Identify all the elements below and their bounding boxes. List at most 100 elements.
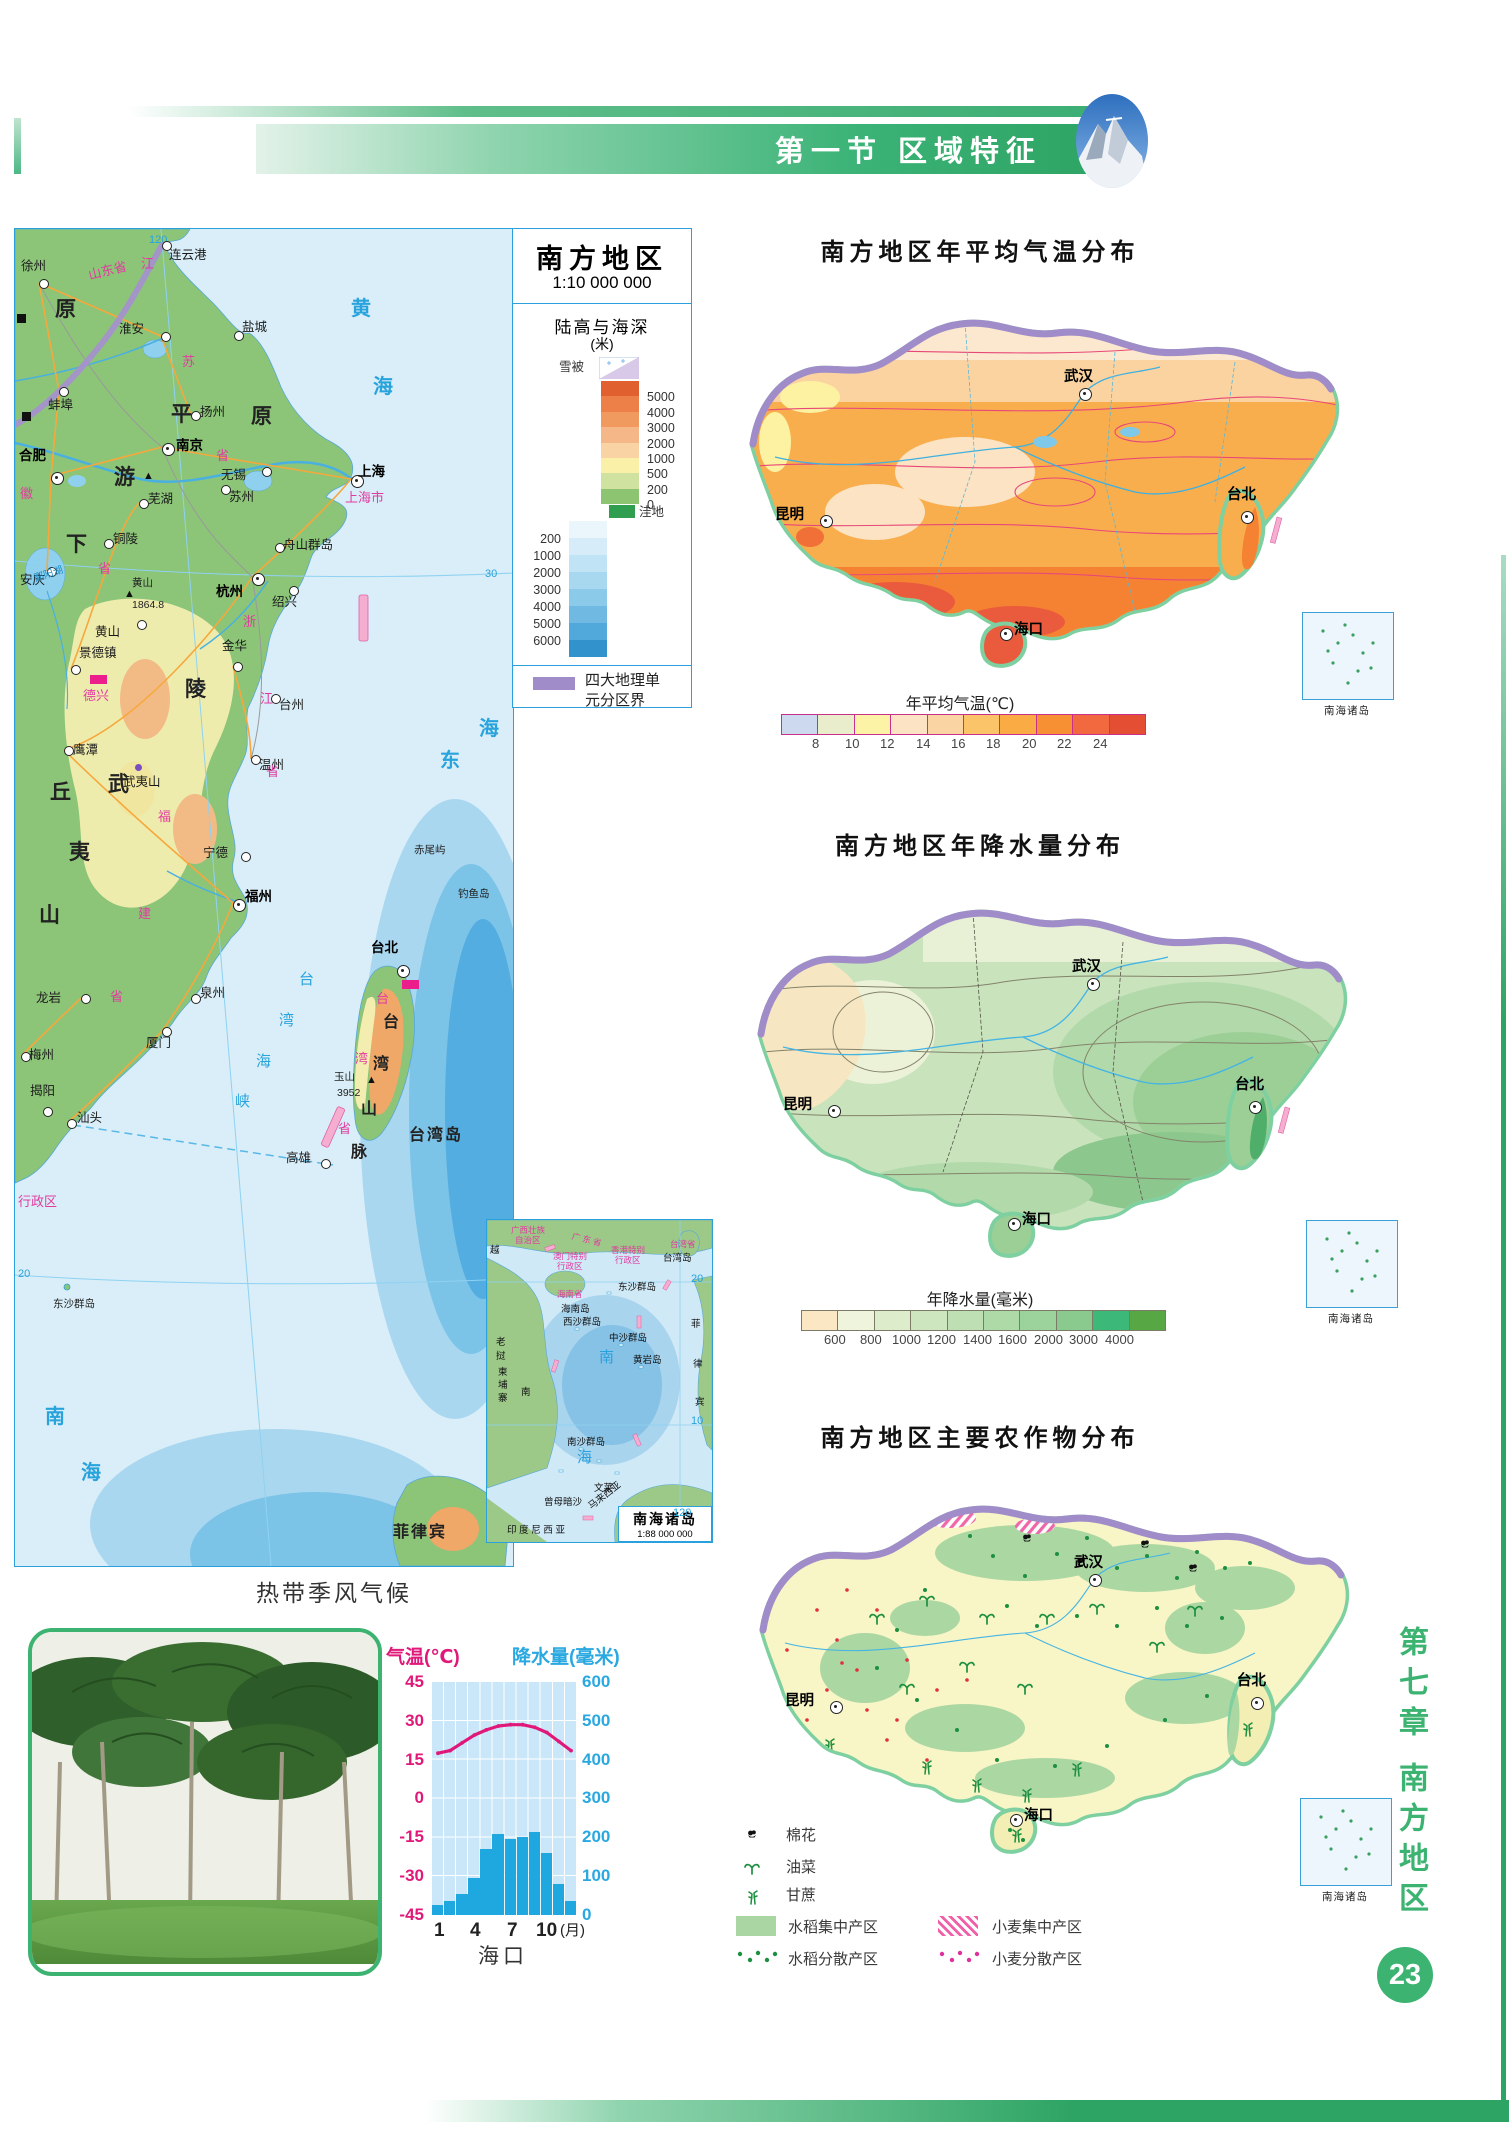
- map-label: 300: [582, 1788, 611, 1807]
- map-label: 赤尾屿: [414, 844, 446, 856]
- map-label: 600: [582, 1672, 611, 1691]
- wuhan-marker: [1087, 978, 1100, 991]
- map-label: 2000: [533, 566, 561, 580]
- topographic-map: 南海诸岛 1:88 000 000 越广西壮族 自治区广 东 省澳门特别 行政区 香港…: [8, 228, 713, 1619]
- map-label: 45: [405, 1672, 424, 1691]
- legend-swatch: [569, 538, 607, 555]
- legend-swatch: [873, 1310, 912, 1331]
- palm-trees-photo: [28, 1628, 382, 1976]
- bengbu-marker: [59, 387, 69, 397]
- map-label: 绍兴: [272, 595, 298, 609]
- map-label: 江: [141, 256, 155, 271]
- province-boundaries: [934, 323, 1236, 613]
- page-corner-mark: [14, 118, 21, 174]
- map-label: 海南省: [557, 1289, 583, 1299]
- taipei-marker: [397, 965, 410, 978]
- map-label: 500: [647, 467, 668, 481]
- map-label: 3000: [533, 583, 561, 597]
- map-marker: [22, 412, 31, 421]
- map-label: 黄山: [95, 625, 121, 639]
- map-label: 台湾岛: [409, 1127, 464, 1144]
- map-label: 海口: [478, 1945, 528, 1968]
- map-label: 南: [599, 1349, 615, 1366]
- precip-bar-month-10: [540, 1852, 553, 1915]
- map-label: 蚌埠: [48, 398, 74, 412]
- kunming-marker: [820, 515, 833, 528]
- xiamen-marker: [162, 1027, 172, 1037]
- map-label: 18: [986, 736, 1001, 751]
- map-label: 山: [361, 1101, 380, 1118]
- map-label: 越: [490, 1245, 500, 1256]
- map-label: 德兴: [83, 688, 110, 703]
- crop-legend-icons: [744, 1830, 760, 1905]
- map-label: 铜陵: [113, 532, 139, 546]
- map-label: 海: [577, 1449, 593, 1466]
- precip-legend: 年降水量(毫米) 600 800 1000 1200 1400 1600 2000 3000 4…: [788, 1286, 1172, 1348]
- precip-bar-month-5: [480, 1849, 492, 1915]
- wheat-concentrated-swatch: [938, 1916, 978, 1936]
- hefei-marker: [51, 472, 64, 485]
- legend-swatch: [1055, 1310, 1094, 1331]
- map-label: 东: [440, 750, 460, 772]
- map-label: 钓鱼岛: [458, 888, 490, 900]
- snow-swatch: [599, 357, 639, 379]
- map-label: 3000: [1069, 1332, 1098, 1347]
- map-label: 200: [647, 483, 668, 497]
- left-map-scale: 1:10 000 000: [552, 273, 652, 292]
- precip-legend-label: 年降水量(毫米): [926, 1292, 1034, 1309]
- legend-swatch: [569, 572, 607, 589]
- map-label: 曾母暗沙: [544, 1497, 583, 1508]
- map-label: 1864.8: [132, 599, 165, 611]
- map-label: 梅州: [29, 1048, 55, 1062]
- map-label: 6000: [533, 634, 561, 648]
- inset-label: 南海诸岛: [1324, 705, 1370, 717]
- map-label: 南: [521, 1387, 531, 1398]
- map-label: ▲: [124, 588, 135, 600]
- map-marker: [402, 980, 419, 989]
- legend-swatch: [1108, 714, 1146, 735]
- precip-bar-month-8: [516, 1837, 528, 1915]
- map-label: 4000: [1105, 1332, 1134, 1347]
- elevation-legend-panel: 南方地区 1:10 000 000 陆高与海深 (米) 四大地理单元分区界 雪被…: [512, 228, 692, 709]
- crops-map-title: 南方地区主要农作物分布: [820, 1425, 1140, 1452]
- map-label: 昆明: [783, 1097, 812, 1113]
- map-label: 自治区: [515, 1235, 541, 1245]
- map-label: 20: [18, 1268, 31, 1280]
- kaohsiung-marker: [321, 1159, 331, 1169]
- depth-swatches: [569, 521, 607, 657]
- map-label: 10: [536, 1920, 558, 1941]
- relief-legend-title: 陆高与海深: [554, 318, 650, 337]
- legend-swatch: [569, 623, 607, 640]
- nanjing-marker: [162, 443, 175, 456]
- precip-map-title: 南方地区年降水量分布: [835, 833, 1125, 860]
- hangzhou-marker: [252, 573, 265, 586]
- map-label: 1200: [927, 1332, 956, 1347]
- map-label: 湾: [279, 1012, 295, 1029]
- map-label: 黄岩岛: [633, 1355, 662, 1366]
- map-label: 台北: [1227, 487, 1256, 503]
- legend-swatch: [837, 1310, 875, 1331]
- map-label: 武夷山: [123, 775, 161, 789]
- precip-bar-month-4: [468, 1878, 480, 1915]
- roads: [20, 282, 352, 1124]
- map-label: 广西壮族: [511, 1225, 546, 1235]
- map-label: 东沙群岛: [53, 1298, 95, 1310]
- footer-bar: [425, 2100, 1509, 2122]
- map-label: 东沙群岛: [618, 1282, 657, 1293]
- map-label: 合肥: [19, 448, 46, 463]
- shanghai-marker: [351, 475, 364, 488]
- map-label: 海: [256, 1053, 272, 1070]
- crops-map-inset: 南海诸岛: [1300, 1798, 1392, 1904]
- legend-swatch: [801, 1310, 839, 1331]
- map-label: 10: [691, 1415, 704, 1427]
- divider: [513, 665, 691, 666]
- climograph: 气温(℃) 降水量(毫米) 45 30 15 0 -15 -30 -45 600 500 400 300…: [378, 1642, 684, 1972]
- precip-bar-month-7: [504, 1839, 516, 1915]
- map-label: 0: [582, 1905, 592, 1924]
- map-label: 16: [951, 736, 966, 751]
- wuhan-marker: [1079, 388, 1092, 401]
- zhoushan-marker: [275, 543, 285, 553]
- map-label: 山: [39, 904, 60, 927]
- taizhou-marker: [271, 694, 281, 704]
